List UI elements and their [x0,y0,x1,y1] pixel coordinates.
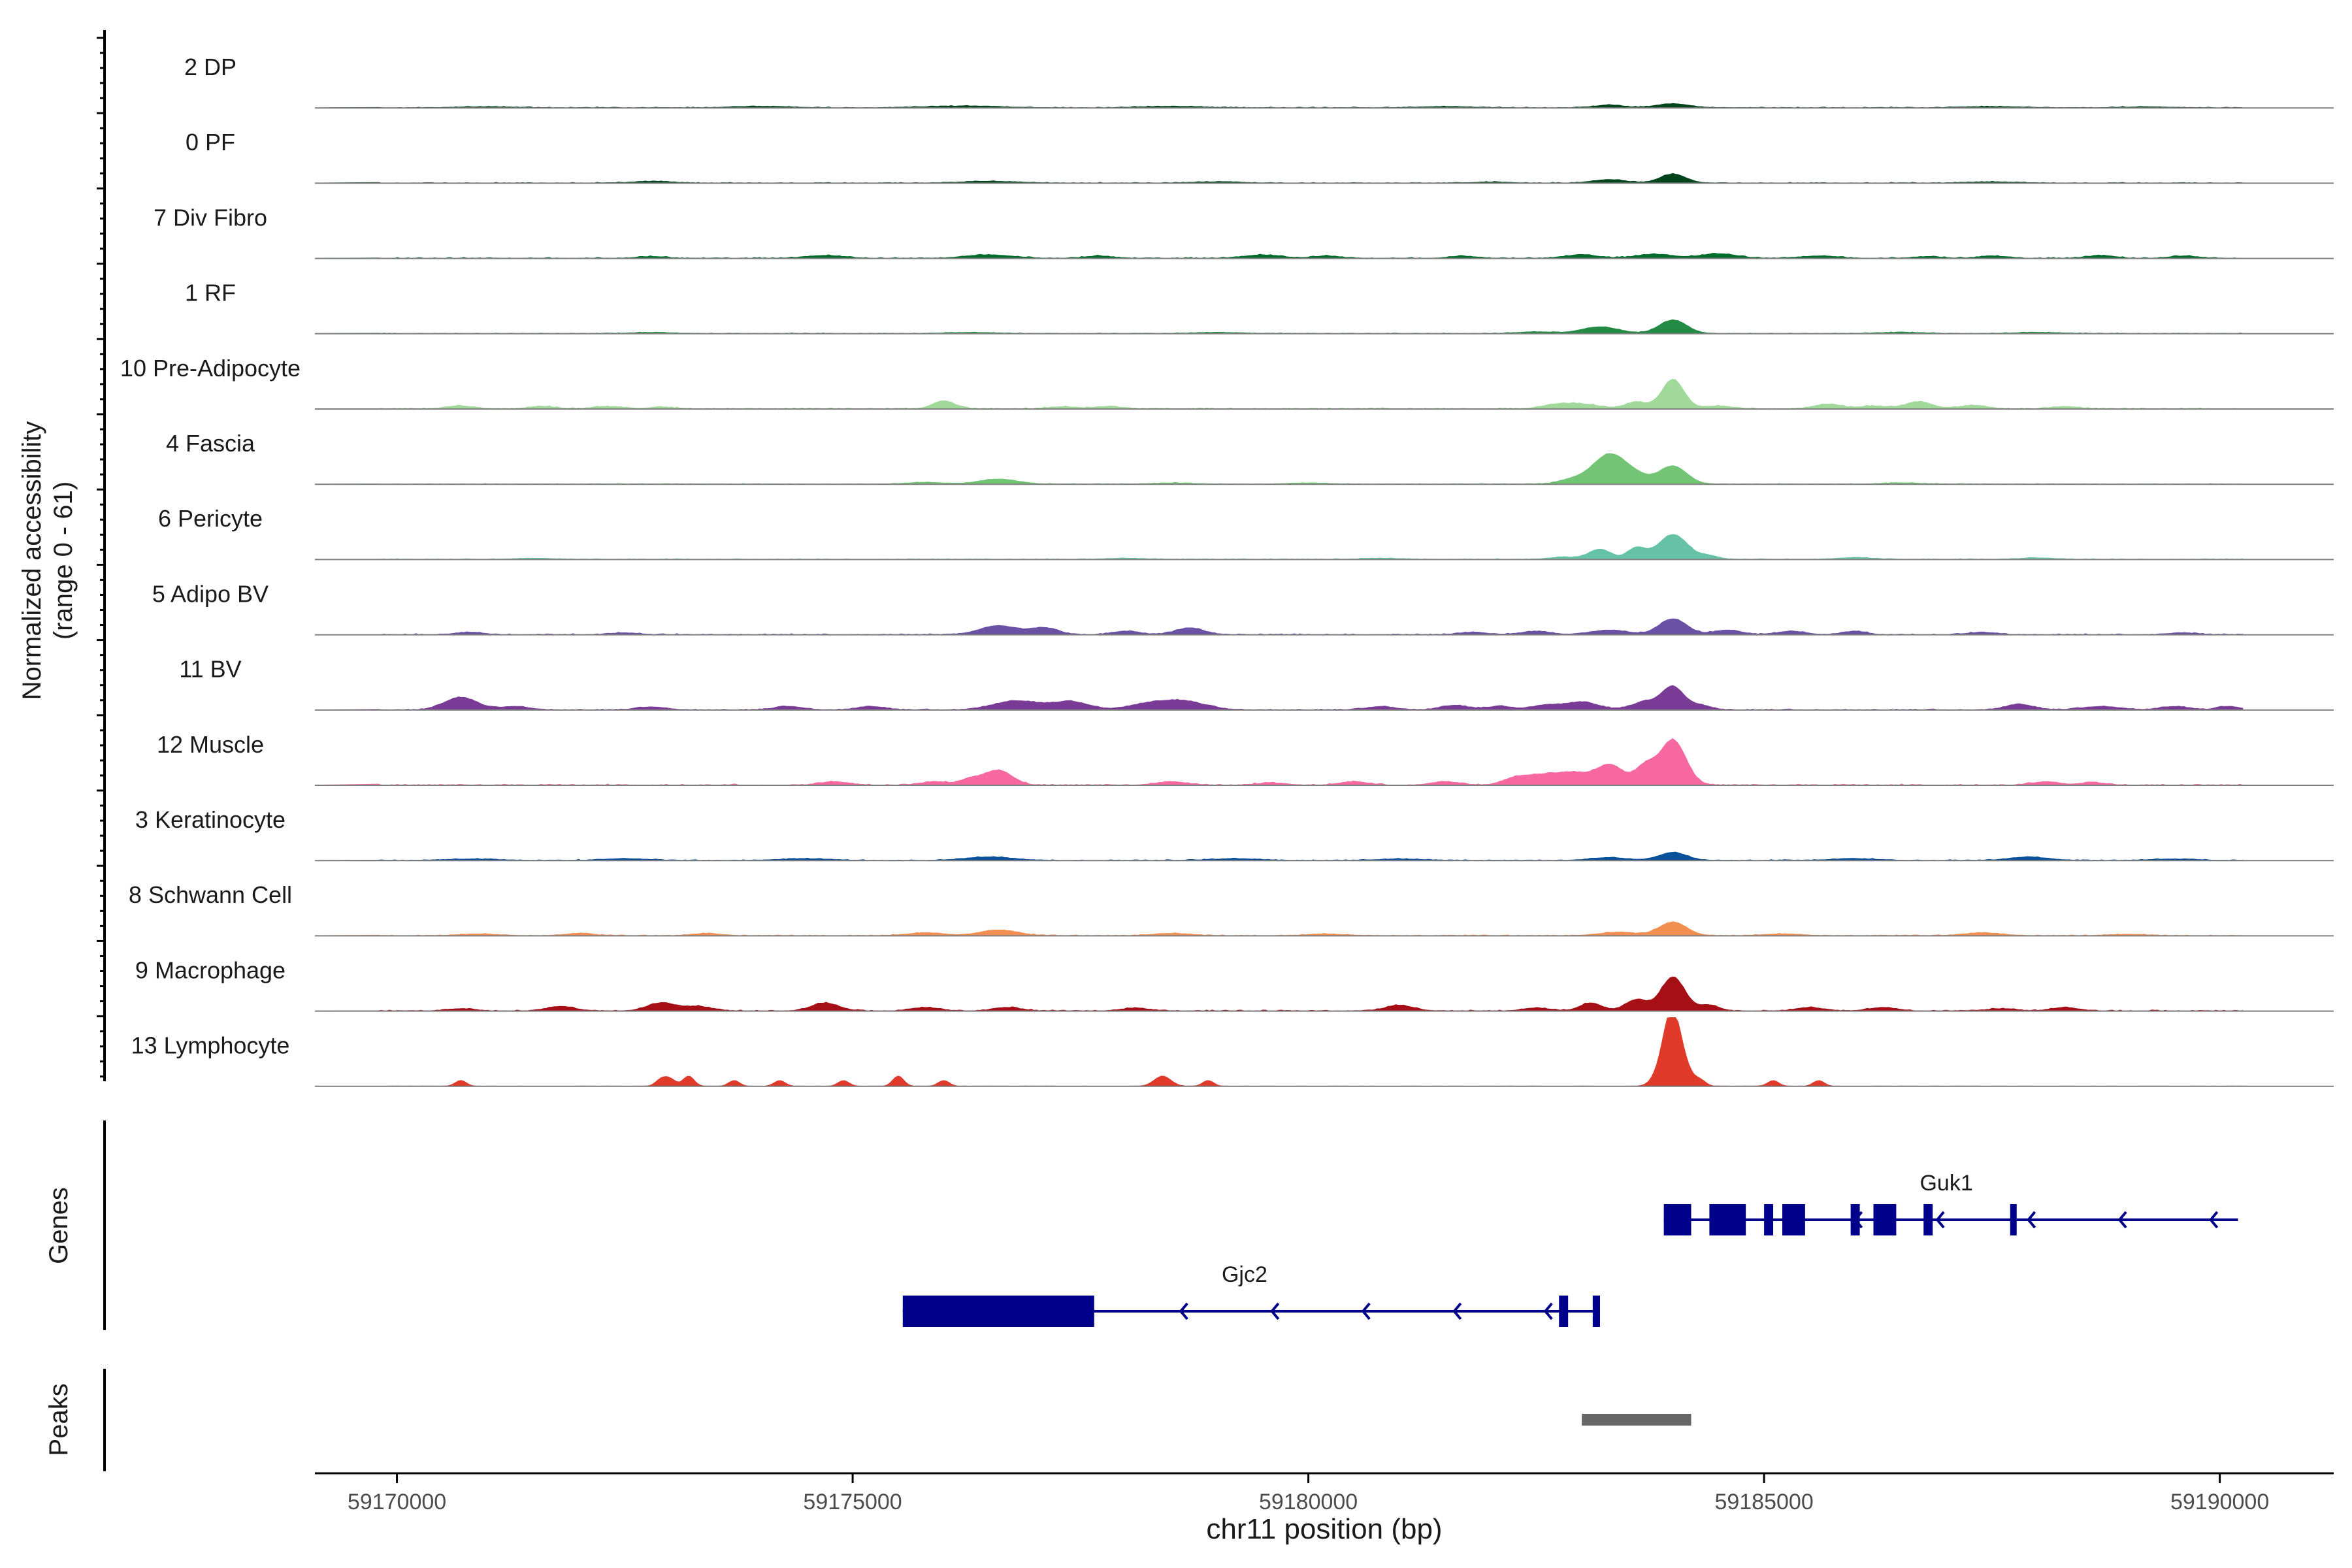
x-tick-label: 59190000 [2170,1490,2269,1514]
strand-arrow [1361,1302,1371,1320]
gene-models: Gjc2 Guk1 [902,1171,2238,1327]
track-label-6: 4 Fascia [166,430,255,457]
track-9: 11 BV [179,656,2334,711]
x-tick-label: 59180000 [1259,1490,1358,1514]
x-axis-ticks: 59170000 59175000 59180000 59185000 59190000 [348,1473,2269,1514]
track-label-2: 0 PF [186,129,235,155]
gene-exon [1923,1204,1933,1235]
strand-arrow [2117,1211,2127,1229]
strand-arrow [2209,1211,2219,1229]
track-label-7: 6 Pericyte [158,505,263,532]
gene-exon [1663,1204,1691,1235]
peak-regions [1582,1414,1691,1426]
x-axis: 59170000 59175000 59180000 59185000 59190000… [315,1472,2334,1545]
gene-exon [1873,1204,1897,1235]
gene-label: Guk1 [1919,1171,1972,1196]
strand-arrow [1179,1302,1188,1320]
track-signal-13 [314,976,2244,1012]
track-signal-14 [314,1017,2244,1087]
track-signal-10 [314,738,2244,786]
gene-exon [1559,1296,1569,1327]
gene-exon [902,1296,1094,1327]
gene-exon [1592,1296,1600,1327]
gene-Gjc2: Gjc2 [902,1262,1600,1327]
track-5: 10 Pre-Adipocyte [120,355,2334,410]
track-signal-6 [314,453,2244,485]
track-signal-11 [314,851,2244,861]
track-label-13: 9 Macrophage [135,956,286,983]
track-label-12: 8 Schwann Cell [129,881,292,908]
track-signal-5 [314,379,2244,410]
peaks-panel-label: Peaks [44,1383,73,1456]
coverage-tracks: 2 DP 0 PF 7 Div Fibro 1 RF 10 Pre-Adipocyte 4… [120,54,2334,1087]
track-11: 3 Keratinocyte [135,806,2334,862]
track-label-8: 5 Adipo BV [152,580,269,607]
gene-exon [1782,1204,1805,1235]
track-10: 12 Muscle [157,731,2334,786]
track-signal-8 [314,618,2244,636]
track-label-5: 10 Pre-Adipocyte [120,355,301,382]
peak-region-bar [1582,1414,1691,1426]
track-label-4: 1 RF [185,280,236,306]
track-label-11: 3 Keratinocyte [135,806,286,833]
track-signal-7 [314,534,2244,561]
peaks-panel: Peaks [44,1369,1691,1471]
track-2: 0 PF [186,129,2334,184]
track-4: 1 RF [185,280,2334,335]
y-axis-title-line1: Normalized accessibility [18,421,46,700]
x-tick-label: 59175000 [803,1490,902,1514]
track-3: 7 Div Fibro [154,204,2334,259]
coverage-y-ticks [97,37,105,1078]
strand-arrow [1935,1211,1945,1229]
track-6: 4 Fascia [166,430,2334,485]
track-signal-9 [314,685,2244,711]
track-label-1: 2 DP [184,54,237,80]
x-tick-label: 59185000 [1714,1490,1813,1514]
strand-arrow [2027,1211,2036,1229]
track-label-14: 13 Lymphocyte [131,1032,290,1059]
track-signal-12 [314,921,2244,937]
track-13: 9 Macrophage [135,956,2334,1012]
track-7: 6 Pericyte [158,505,2334,561]
strand-arrow [1270,1302,1280,1320]
track-1: 2 DP [184,54,2334,109]
track-label-3: 7 Div Fibro [154,204,267,231]
gene-Guk1: Guk1 [1663,1171,2238,1235]
track-signal-2 [314,172,2244,184]
genes-panel-label: Genes [44,1187,73,1264]
track-12: 8 Schwann Cell [129,881,2334,937]
track-signal-3 [314,253,2244,259]
track-8: 5 Adipo BV [152,580,2334,636]
track-signal-4 [314,319,2244,335]
gene-exon [1850,1204,1860,1235]
gene-exon [1709,1204,1746,1235]
y-axis-title: Normalized accessibility (range 0 - 61) [18,421,78,700]
gene-exon [2010,1204,2017,1235]
gene-exon [1764,1204,1774,1235]
x-tick-label: 59170000 [348,1490,446,1514]
x-axis-title: chr11 position (bp) [1206,1513,1442,1545]
y-axis-title-line2: (range 0 - 61) [49,482,78,640]
strand-arrow [1452,1302,1462,1320]
track-label-9: 11 BV [179,656,241,683]
strand-arrow [1543,1302,1553,1320]
track-label-10: 12 Muscle [157,731,264,758]
genes-panel: Genes Gjc2 Guk1 [44,1120,2238,1330]
gene-label: Gjc2 [1222,1262,1267,1287]
track-14: 13 Lymphocyte [131,1017,2334,1087]
